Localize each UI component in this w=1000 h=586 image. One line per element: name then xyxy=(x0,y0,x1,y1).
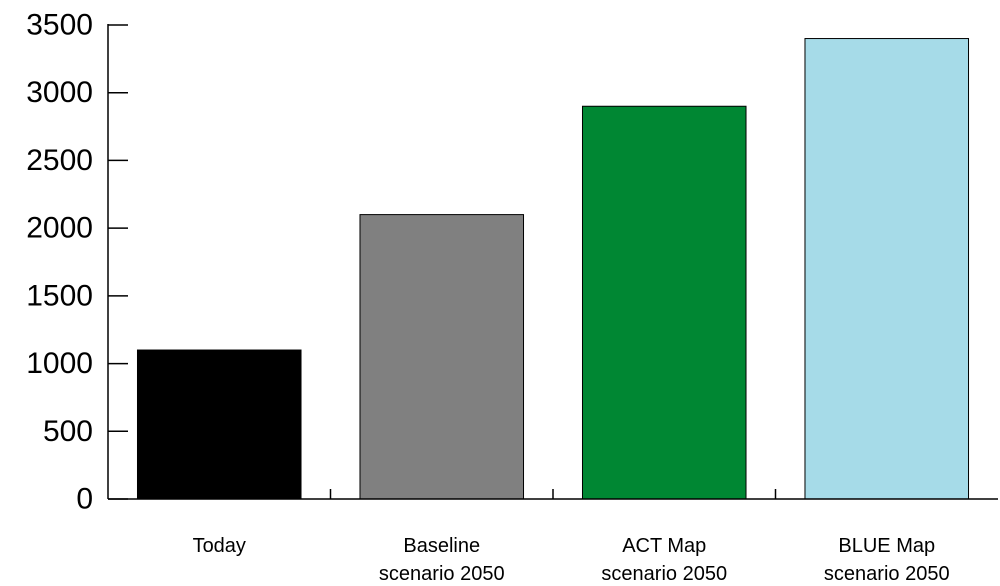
x-category-label-line: scenario 2050 xyxy=(379,563,505,585)
y-tick-label: 3500 xyxy=(26,9,93,42)
y-axis: 0 500 1000 1500 2000 2500 3000 3500 xyxy=(26,9,128,516)
x-category-label-line: scenario 2050 xyxy=(824,563,950,585)
x-category-label-line: ACT Map xyxy=(622,535,706,557)
y-tick-label: 1500 xyxy=(26,279,93,312)
y-tick-label: 2000 xyxy=(26,212,93,245)
x-category-label-line: Baseline xyxy=(403,535,480,557)
x-category-label: ACT Map scenario 2050 xyxy=(601,535,727,585)
x-category-label-line: BLUE Map xyxy=(838,535,935,557)
bar xyxy=(804,38,970,500)
y-tick-label: 2500 xyxy=(26,144,93,177)
bars xyxy=(136,38,970,500)
x-category-label-line: scenario 2050 xyxy=(601,563,727,585)
y-tick-label: 3000 xyxy=(26,76,93,109)
y-tick-label: 0 xyxy=(76,483,93,516)
bar xyxy=(581,105,747,500)
y-tick-label: 500 xyxy=(43,415,93,448)
x-axis: Today Baseline scenario 2050 ACT Map scenari… xyxy=(108,489,998,585)
x-category-label: Today xyxy=(193,535,246,557)
bar xyxy=(359,214,525,500)
x-category-label: Baseline scenario 2050 xyxy=(379,535,505,585)
x-category-label: BLUE Map scenario 2050 xyxy=(824,535,950,585)
y-tick-label: 1000 xyxy=(26,347,93,380)
bar xyxy=(136,349,302,500)
x-category-label-line: Today xyxy=(193,535,246,557)
